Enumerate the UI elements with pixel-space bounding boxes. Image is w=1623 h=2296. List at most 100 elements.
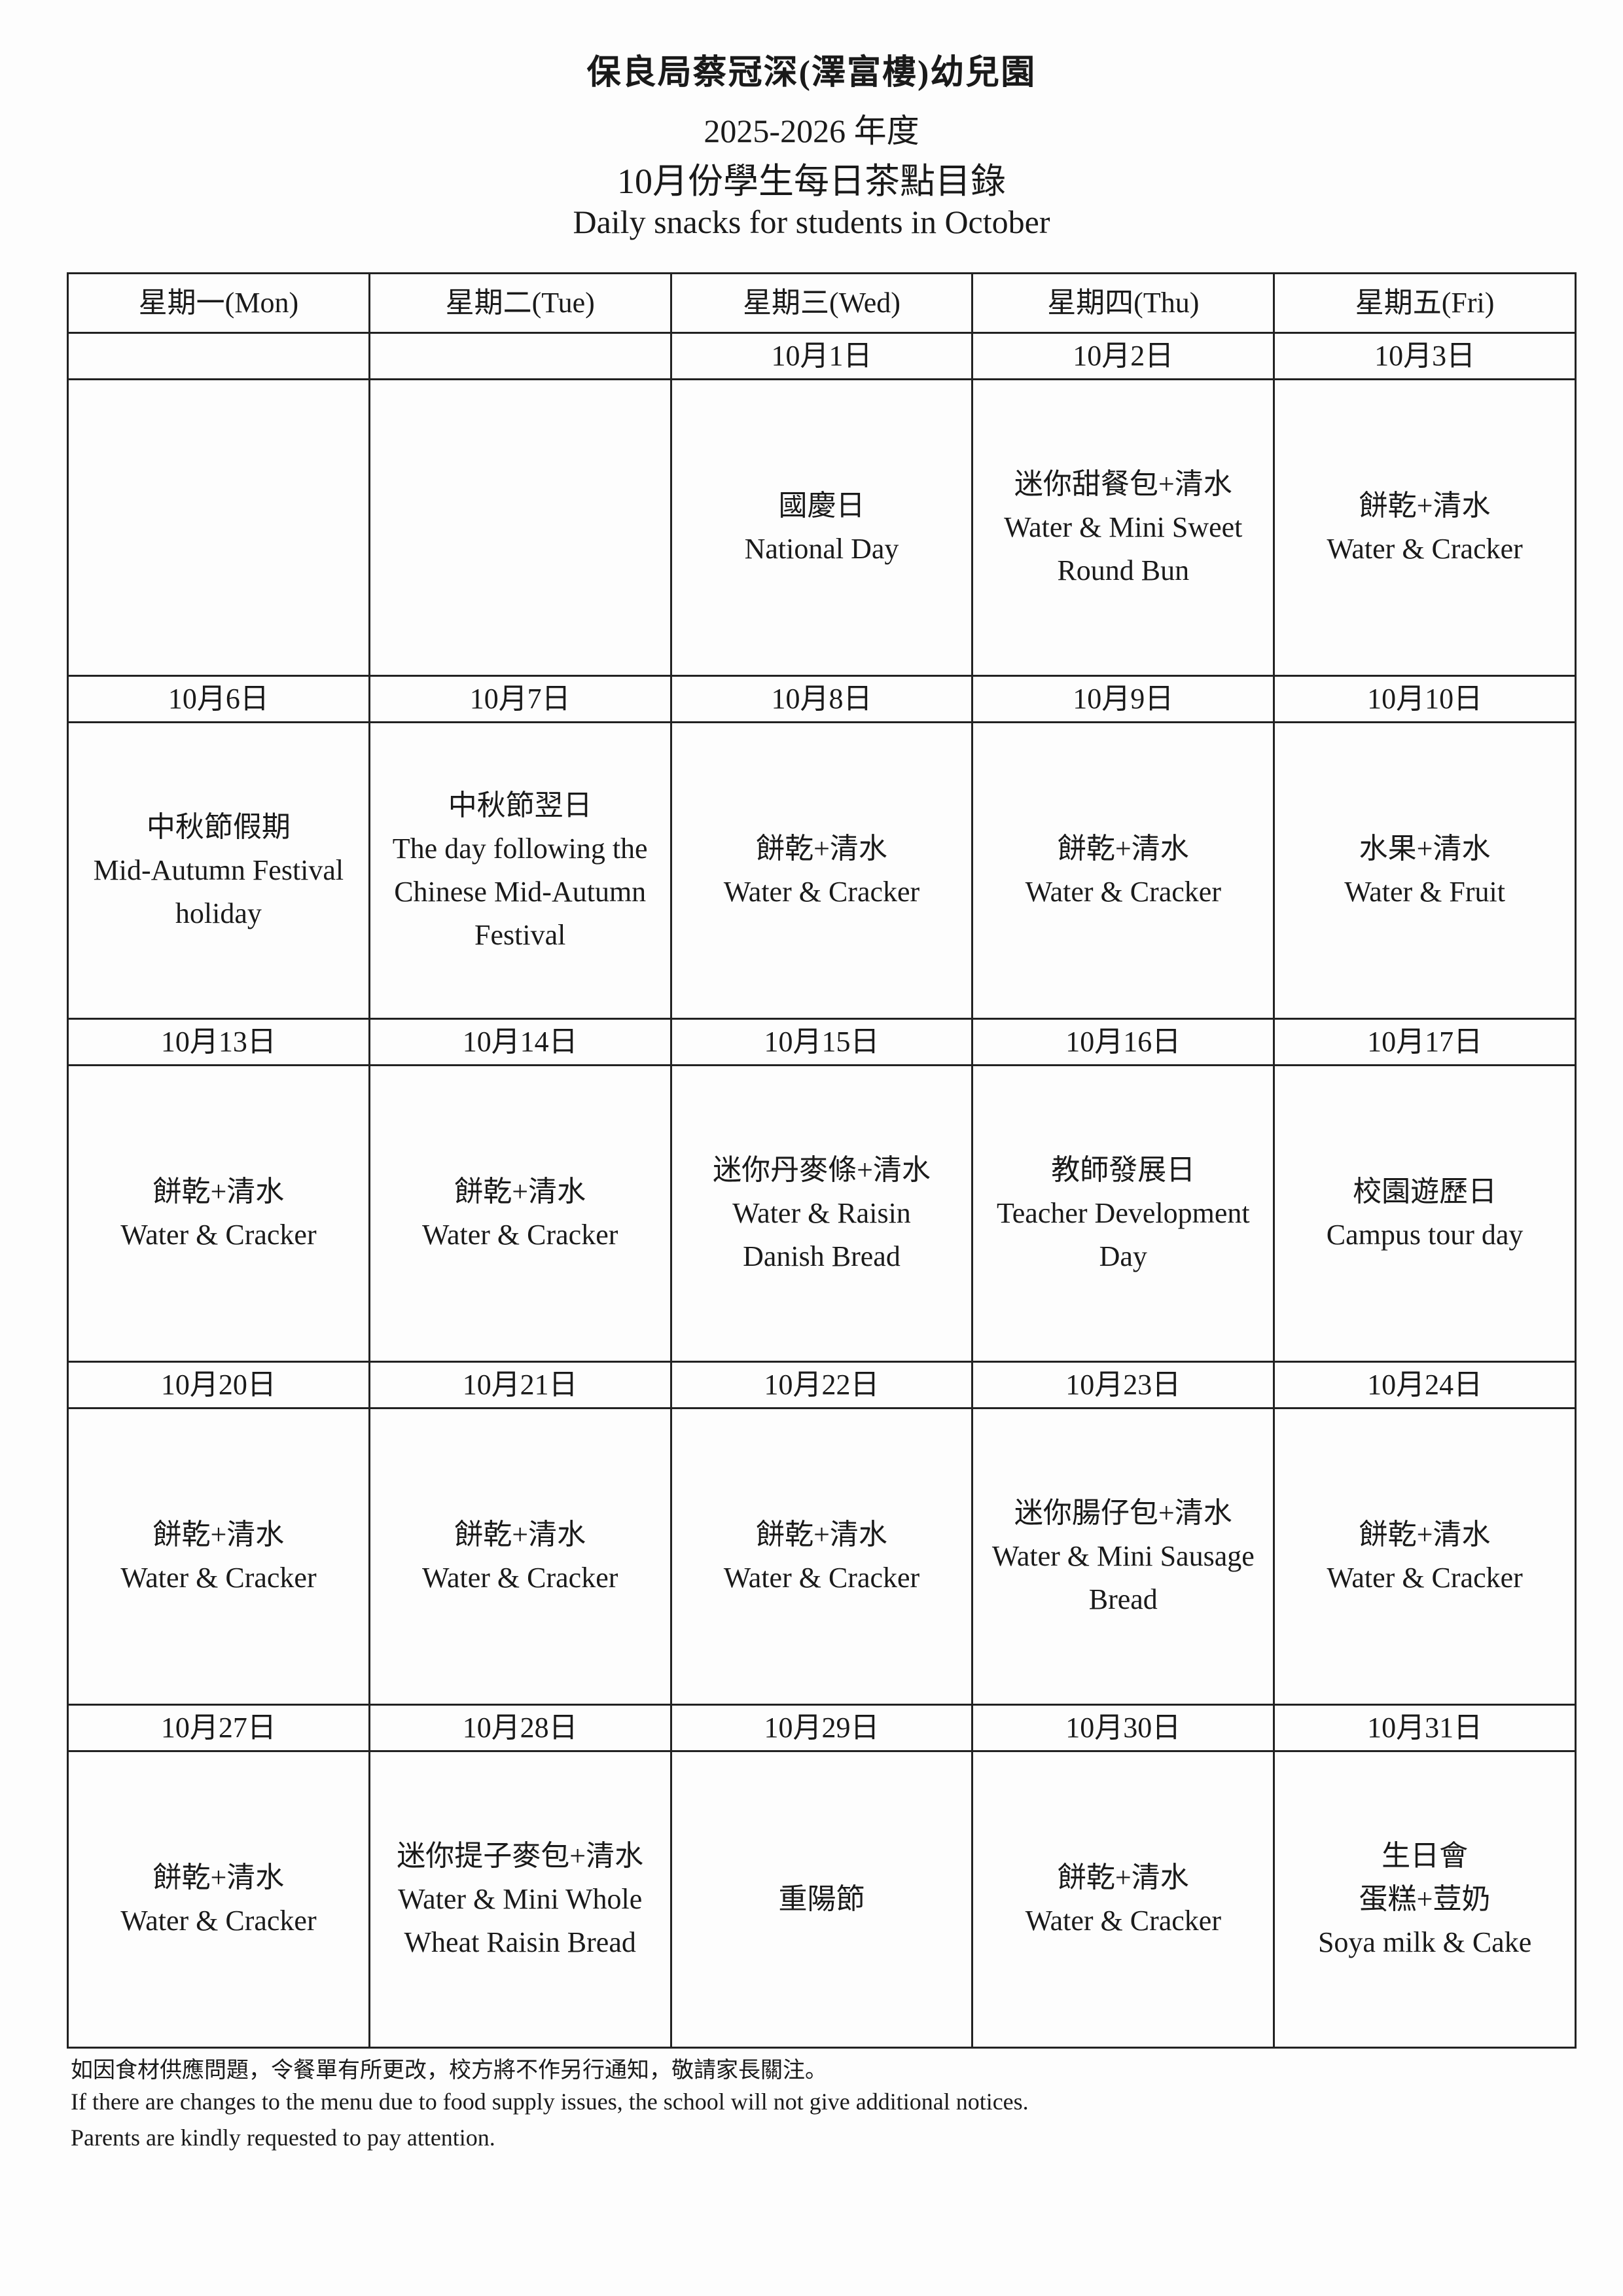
snack-row: 餅乾+清水 Water & Cracker 餅乾+清水 Water & Cracker… xyxy=(67,1407,1577,1706)
snack-text: 蛋糕+荳奶 xyxy=(1359,1883,1491,1915)
snack-text: Soya milk & Cake xyxy=(1317,1926,1532,1958)
snack-row: 餅乾+清水 Water & Cracker 迷你提子麥包+清水 Water & Min… xyxy=(67,1750,1577,2049)
snack-text: The day following the xyxy=(392,833,648,865)
snack-text: National Day xyxy=(744,533,899,565)
date-row: 10月1日 10月2日 10月3日 xyxy=(67,332,1577,380)
snack-text: Campus tour day xyxy=(1326,1219,1524,1251)
snack-text: 水果+清水 xyxy=(1359,833,1491,865)
snack-text: Water & Cracker xyxy=(120,1562,317,1594)
date-cell: 10月16日 xyxy=(971,1018,1275,1066)
weekday-header: 星期一(Mon) xyxy=(67,272,370,334)
snack-text: 餅乾+清水 xyxy=(1057,833,1189,865)
snack-text: 餅乾+清水 xyxy=(756,833,887,865)
snack-cell: 校園遊歷日 Campus tour day xyxy=(1273,1064,1577,1363)
weekday-header: 星期三(Wed) xyxy=(669,272,974,334)
notice-en-2: Parents are kindly requested to pay atte… xyxy=(71,2125,495,2151)
snack-text: Water & Cracker xyxy=(421,1562,618,1594)
snack-text: 餅乾+清水 xyxy=(152,1175,285,1208)
snack-text: Teacher Development xyxy=(996,1197,1250,1229)
snack-text: 餅乾+清水 xyxy=(454,1518,586,1551)
date-cell: 10月10日 xyxy=(1273,675,1577,723)
snack-cell: 迷你甜餐包+清水 Water & Mini Sweet Round Bun xyxy=(971,378,1275,677)
date-cell: 10月7日 xyxy=(368,675,672,723)
date-row: 10月27日 10月28日 10月29日 10月30日 10月31日 xyxy=(67,1704,1577,1752)
snack-cell: 生日會 蛋糕+荳奶 Soya milk & Cake xyxy=(1273,1750,1577,2049)
weekday-header: 星期二(Tue) xyxy=(368,272,672,334)
date-cell: 10月14日 xyxy=(368,1018,672,1066)
snack-text: Round Bun xyxy=(1057,554,1190,586)
snack-text: 餅乾+清水 xyxy=(756,1518,887,1551)
date-cell: 10月13日 xyxy=(67,1018,370,1066)
date-cell: 10月29日 xyxy=(669,1704,974,1752)
snack-cell: 國慶日 National Day xyxy=(669,378,974,677)
snack-text: 中秋節翌日 xyxy=(448,789,592,821)
notice-zh: 如因食材供應問題，令餐單有所更改，校方將不作另行通知，敬請家長關注。 xyxy=(71,2058,827,2083)
date-cell: 10月27日 xyxy=(67,1704,370,1752)
snack-cell: 餅乾+清水 Water & Cracker xyxy=(1273,1407,1577,1706)
snack-cell: 迷你提子麥包+清水 Water & Mini Whole Wheat Raisin … xyxy=(368,1750,672,2049)
notice-en-1: If there are changes to the menu due to … xyxy=(71,2089,1029,2115)
snack-cell: 餅乾+清水 Water & Cracker xyxy=(67,1407,370,1706)
title-zh: 10月份學生每日茶點目錄 xyxy=(617,162,1006,201)
snack-cell xyxy=(368,378,672,677)
date-cell: 10月30日 xyxy=(971,1704,1275,1752)
date-row: 10月13日 10月14日 10月15日 10月16日 10月17日 xyxy=(67,1018,1577,1066)
date-cell: 10月3日 xyxy=(1273,332,1577,380)
snack-text: Water & Fruit xyxy=(1344,876,1505,908)
snack-cell: 餅乾+清水 Water & Cracker xyxy=(368,1407,672,1706)
snack-text: Water & Cracker xyxy=(120,1219,317,1251)
school-name: 保良局蔡冠深(澤富樓)幼兒園 xyxy=(586,54,1037,92)
snack-text: 餅乾+清水 xyxy=(152,1518,285,1551)
date-cell: 10月22日 xyxy=(669,1361,974,1409)
date-cell: 10月21日 xyxy=(368,1361,672,1409)
snack-text: Chinese Mid-Autumn xyxy=(394,876,647,908)
date-cell: 10月1日 xyxy=(669,332,974,380)
snack-cell: 餅乾+清水 Water & Cracker xyxy=(368,1064,672,1363)
date-row: 10月20日 10月21日 10月22日 10月23日 10月24日 xyxy=(67,1361,1577,1409)
date-cell xyxy=(368,332,672,380)
snack-cell: 迷你丹麥條+清水 Water & Raisin Danish Bread xyxy=(669,1064,974,1363)
snack-text: 重陽節 xyxy=(778,1883,865,1915)
snack-text: Water & Mini Sweet xyxy=(1004,511,1243,543)
snack-text: Water & Cracker xyxy=(723,876,920,908)
snack-cell: 迷你腸仔包+清水 Water & Mini Sausage Bread xyxy=(971,1407,1275,1706)
date-row: 10月6日 10月7日 10月8日 10月9日 10月10日 xyxy=(67,675,1577,723)
snack-text: Water & Mini Sausage xyxy=(991,1540,1255,1572)
snack-text: 餅乾+清水 xyxy=(1359,490,1491,522)
snack-calendar-table: 星期一(Mon) 星期二(Tue) 星期三(Wed) 星期四(Thu) 星期五(Fri)… xyxy=(67,272,1577,2049)
date-cell: 10月2日 xyxy=(971,332,1275,380)
snack-cell: 水果+清水 Water & Fruit xyxy=(1273,721,1577,1020)
snack-text: Water & Cracker xyxy=(1025,1905,1221,1937)
date-cell: 10月17日 xyxy=(1273,1018,1577,1066)
snack-text: 迷你腸仔包+清水 xyxy=(1014,1497,1232,1529)
date-cell: 10月20日 xyxy=(67,1361,370,1409)
snack-cell: 餅乾+清水 Water & Cracker xyxy=(971,721,1275,1020)
snack-cell: 重陽節 xyxy=(669,1750,974,2049)
snack-cell: 餅乾+清水 Water & Cracker xyxy=(1273,378,1577,677)
date-cell: 10月31日 xyxy=(1273,1704,1577,1752)
snack-text: 國慶日 xyxy=(778,490,865,522)
snack-text: Water & Cracker xyxy=(1327,533,1523,565)
weekday-header-row: 星期一(Mon) 星期二(Tue) 星期三(Wed) 星期四(Thu) 星期五(Fri) xyxy=(67,272,1577,334)
snack-text: 餅乾+清水 xyxy=(152,1861,285,1893)
snack-row: 中秋節假期 Mid-Autumn Festival holiday 中秋節翌日 The … xyxy=(67,721,1577,1020)
snack-text: Mid-Autumn Festival xyxy=(93,854,344,886)
snack-text: holiday xyxy=(175,897,262,929)
snack-text: Festival xyxy=(474,919,566,951)
snack-cell: 餅乾+清水 Water & Cracker xyxy=(669,721,974,1020)
snack-cell: 教師發展日 Teacher Development Day xyxy=(971,1064,1275,1363)
snack-text: Danish Bread xyxy=(743,1240,901,1272)
snack-text: Water & Cracker xyxy=(1025,876,1221,908)
snack-text: Bread xyxy=(1088,1583,1158,1615)
date-cell: 10月6日 xyxy=(67,675,370,723)
snack-cell: 中秋節假期 Mid-Autumn Festival holiday xyxy=(67,721,370,1020)
snack-text: 中秋節假期 xyxy=(146,811,291,843)
weekday-header: 星期四(Thu) xyxy=(971,272,1275,334)
snack-text: 迷你提子麥包+清水 xyxy=(397,1840,644,1872)
snack-cell: 餅乾+清水 Water & Cracker xyxy=(67,1064,370,1363)
snack-text: 迷你丹麥條+清水 xyxy=(713,1154,931,1186)
snack-cell xyxy=(67,378,370,677)
date-cell: 10月8日 xyxy=(669,675,974,723)
snack-cell: 餅乾+清水 Water & Cracker xyxy=(67,1750,370,2049)
snack-text: 教師發展日 xyxy=(1051,1154,1196,1186)
